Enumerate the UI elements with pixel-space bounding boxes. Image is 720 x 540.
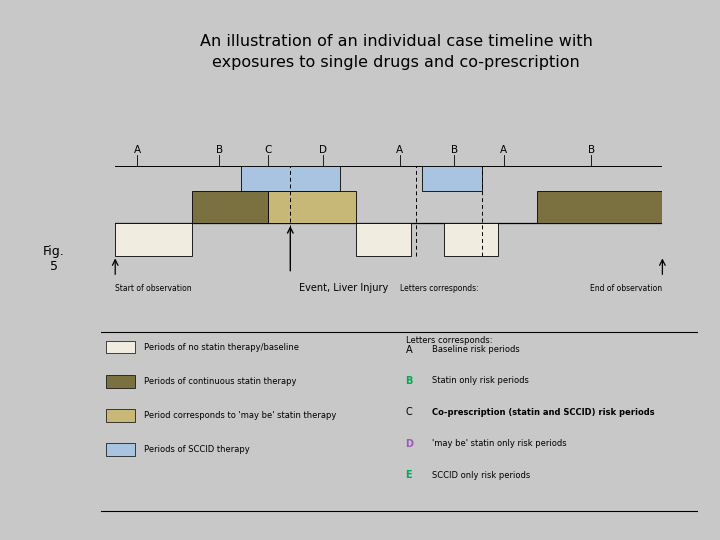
Text: A: A: [133, 145, 140, 155]
Text: Statin only risk periods: Statin only risk periods: [433, 376, 529, 386]
Text: Period corresponds to 'may be' statin therapy: Period corresponds to 'may be' statin th…: [144, 411, 336, 420]
Bar: [536, 191, 662, 223]
Text: Periods of no statin therapy/baseline: Periods of no statin therapy/baseline: [144, 343, 299, 352]
Bar: [356, 223, 410, 255]
Bar: [422, 166, 482, 191]
Text: E: E: [405, 470, 413, 481]
Text: Fig.
5: Fig. 5: [43, 245, 65, 273]
Text: D: D: [405, 439, 413, 449]
Bar: [115, 223, 192, 255]
Text: Event, Liver Injury: Event, Liver Injury: [299, 282, 388, 293]
Text: A: A: [500, 145, 508, 155]
Text: B: B: [405, 376, 413, 386]
Bar: [241, 166, 340, 191]
Bar: [106, 341, 135, 354]
Text: B: B: [451, 145, 458, 155]
Text: Baseline risk periods: Baseline risk periods: [433, 345, 521, 354]
Text: Co-prescription (statin and SCCID) risk periods: Co-prescription (statin and SCCID) risk …: [433, 408, 655, 417]
Text: 'may be' statin only risk periods: 'may be' statin only risk periods: [433, 440, 567, 448]
Text: An illustration of an individual case timeline with: An illustration of an individual case ti…: [199, 34, 593, 49]
Bar: [192, 191, 269, 223]
Text: Letters corresponds:: Letters corresponds:: [400, 285, 478, 293]
Text: Start of observation: Start of observation: [115, 285, 192, 293]
Text: B: B: [588, 145, 595, 155]
Text: C: C: [265, 145, 272, 155]
Text: Periods of SCCID therapy: Periods of SCCID therapy: [144, 445, 250, 454]
Text: D: D: [319, 145, 327, 155]
Text: C: C: [405, 408, 413, 417]
Bar: [106, 443, 135, 456]
Text: End of observation: End of observation: [590, 285, 662, 293]
Bar: [106, 375, 135, 388]
Text: Periods of continuous statin therapy: Periods of continuous statin therapy: [144, 377, 297, 386]
Text: SCCID only risk periods: SCCID only risk periods: [433, 471, 531, 480]
Text: B: B: [215, 145, 222, 155]
Text: A: A: [396, 145, 403, 155]
Text: Letters corresponds:: Letters corresponds:: [405, 336, 492, 345]
Bar: [106, 409, 135, 422]
Bar: [444, 223, 498, 255]
Bar: [269, 191, 356, 223]
Text: A: A: [405, 345, 413, 354]
Text: exposures to single drugs and co-prescription: exposures to single drugs and co-prescri…: [212, 55, 580, 70]
